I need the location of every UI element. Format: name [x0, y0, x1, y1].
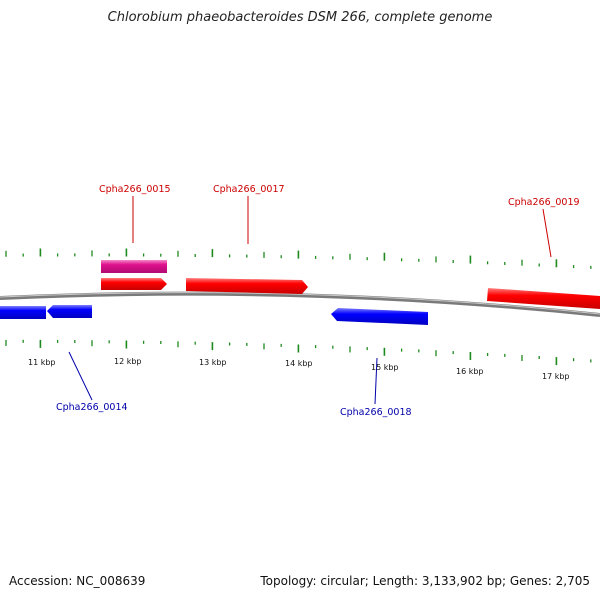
gene-arrow-cpha266-0015[interactable] — [101, 278, 167, 290]
gene-label-cpha266-0014[interactable]: Cpha266_0014 — [56, 402, 128, 413]
gene-label-cpha266-0018[interactable]: Cpha266_0018 — [340, 407, 412, 418]
scale-label-17kbp: 17 kbp — [542, 372, 570, 381]
genome-summary-text: Topology: circular; Length: 3,133,902 bp… — [260, 574, 590, 588]
gene-arrow-cpha266-0019[interactable] — [487, 288, 600, 309]
leader-line-cpha266-0019 — [542, 208, 552, 258]
leader-line-cpha266-0018 — [374, 357, 378, 405]
scale-label-12kbp: 12 kbp — [114, 357, 142, 366]
gene-arrow-cpha266-0014[interactable] — [47, 305, 92, 318]
scale-label-13kbp: 13 kbp — [199, 358, 227, 367]
scale-label-11kbp: 11 kbp — [28, 358, 56, 367]
map-title: Chlorobium phaeobacteroides DSM 266, com… — [107, 10, 493, 25]
genome-backbone — [0, 291, 600, 317]
outer-scale-ticks — [5, 248, 592, 269]
gene-arrow-cpha266-0018[interactable] — [331, 308, 428, 325]
gene-arrow-cpha266-0013[interactable] — [0, 306, 46, 319]
leader-line-cpha266-0014 — [68, 351, 93, 401]
gene-arrow-cpha266-0015-rna[interactable] — [101, 260, 167, 273]
gene-label-cpha266-0015[interactable]: Cpha266_0015 — [99, 184, 171, 195]
scale-label-15kbp: 15 kbp — [371, 363, 399, 372]
gene-label-cpha266-0019[interactable]: Cpha266_0019 — [508, 197, 580, 208]
inner-scale-ticks — [5, 339, 592, 366]
accession-text: Accession: NC_008639 — [9, 574, 146, 588]
gene-label-cpha266-0017[interactable]: Cpha266_0017 — [213, 184, 285, 195]
scale-label-16kbp: 16 kbp — [456, 367, 484, 376]
scale-label-14kbp: 14 kbp — [285, 359, 313, 368]
gene-arrow-cpha266-0017[interactable] — [186, 278, 308, 294]
genome-backbone-highlight — [0, 292, 600, 315]
